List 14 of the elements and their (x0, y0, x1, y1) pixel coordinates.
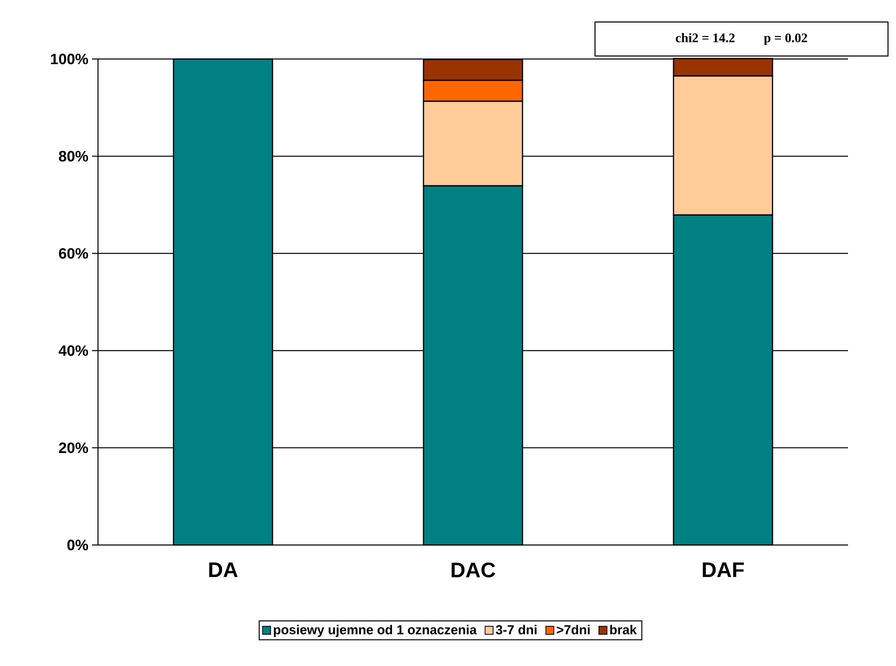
legend-label: brak (610, 624, 637, 634)
y-tick-label: 60% (58, 248, 88, 259)
legend-label: >7dni (556, 624, 590, 634)
x-tick-label: DAC (452, 562, 496, 578)
y-tick-label: 40% (58, 345, 88, 356)
y-tick-label: 20% (58, 442, 88, 454)
legend-label: posiewy ujemne od 1 oznaczenia (274, 624, 477, 637)
legend-label: 3-7 dni (496, 624, 536, 634)
y-tick-label: 0% (67, 540, 88, 550)
y-tick-label: 100% (51, 54, 88, 64)
text: chi2 = 14.2 p = 0.02 (676, 33, 808, 45)
x-tick-label: DA (209, 562, 238, 577)
x-tick-label: DAF (702, 562, 744, 577)
y-tick-label: 80% (58, 150, 88, 162)
